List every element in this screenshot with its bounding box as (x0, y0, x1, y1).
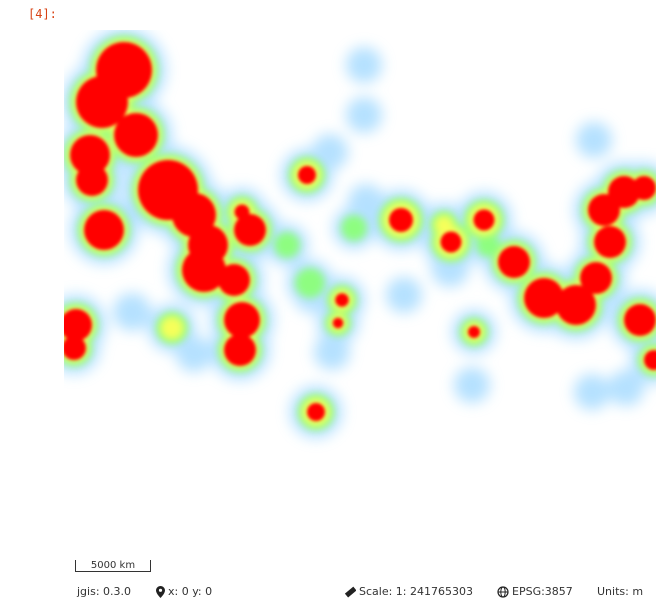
heat-core (64, 336, 86, 360)
coords-label: x: 0 y: 0 (168, 585, 213, 598)
heat-core (594, 226, 626, 258)
heat-halo-yellow (434, 215, 454, 235)
version-indicator: jgis: 0.3.0 (77, 585, 131, 598)
heat-core (608, 176, 640, 208)
heat-core (76, 76, 128, 128)
heat-halo-cold (386, 277, 422, 313)
heat-core (498, 246, 530, 278)
pointer-coords: x: 0 y: 0 (156, 585, 212, 598)
scale-label: Scale: 1: 241765303 (359, 585, 473, 598)
heat-core (298, 166, 316, 184)
heat-core (76, 164, 108, 196)
heat-core (224, 302, 260, 338)
heat-core (624, 304, 656, 336)
units-indicator: Units: m (597, 585, 643, 598)
heat-core (234, 214, 266, 246)
heat-halo-cold (576, 122, 612, 158)
heat-core (335, 293, 349, 307)
heat-core (556, 285, 596, 325)
heat-halo-cold (176, 336, 212, 372)
heat-core (70, 135, 110, 175)
heat-core (84, 210, 124, 250)
heat-core (234, 204, 250, 220)
heat-core (580, 262, 612, 294)
scale-bar: 5000 km (75, 560, 151, 572)
heat-halo-yellow (160, 316, 184, 340)
heat-halo-cold (312, 134, 348, 170)
heat-halo-green (274, 232, 300, 258)
heat-core (182, 248, 226, 292)
heat-core (64, 309, 92, 341)
globe-icon (497, 585, 509, 598)
heat-core (218, 264, 250, 296)
heat-core (644, 350, 656, 370)
heat-halo-cold (454, 367, 490, 403)
heat-halo-cold (346, 97, 382, 133)
heat-core (389, 208, 413, 232)
heat-core (224, 334, 256, 366)
heat-core (632, 176, 656, 200)
cell-execution-count: [4]: (28, 7, 57, 21)
map-canvas[interactable] (64, 30, 656, 550)
heat-core (468, 326, 480, 338)
ruler-icon (344, 586, 356, 598)
heat-halo-cold (113, 293, 151, 331)
map-pin-icon (156, 585, 165, 598)
heat-halo-green (341, 215, 367, 241)
heat-core (307, 403, 325, 421)
heat-core (332, 317, 344, 329)
units-label: Units: m (597, 585, 644, 598)
scale-bar-label: 5000 km (90, 560, 136, 571)
heat-core (440, 231, 462, 253)
version-label: jgis: 0.3.0 (77, 585, 132, 598)
heat-core (114, 113, 158, 157)
heatmap-layer (64, 30, 656, 438)
crs-indicator: EPSG:3857 (497, 585, 573, 598)
heat-halo-cold (608, 370, 644, 406)
heat-core (524, 278, 564, 318)
heat-halo-green (476, 233, 500, 257)
status-bar: jgis: 0.3.0 x: 0 y: 0 Scale: 1: 24176530… (0, 582, 656, 601)
heat-halo-cold (314, 334, 350, 370)
heat-halo-cold (346, 47, 382, 83)
crs-label: EPSG:3857 (512, 585, 573, 598)
heat-halo-green (295, 268, 325, 298)
heat-halo-cold (574, 374, 610, 410)
heat-core (473, 209, 495, 231)
scale-indicator: Scale: 1: 241765303 (344, 585, 473, 598)
